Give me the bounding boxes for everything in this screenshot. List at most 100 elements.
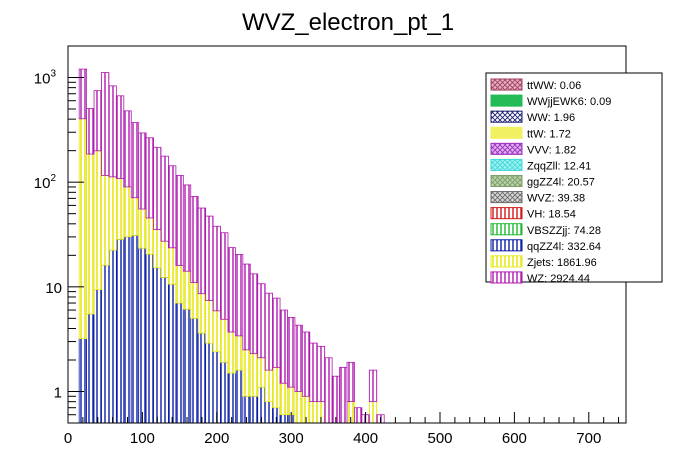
legend-swatch <box>490 271 523 284</box>
bar-qqzz4l-115 <box>153 267 162 424</box>
bar-wz-175 <box>197 207 207 295</box>
bar-wz-145 <box>175 175 184 266</box>
legend: ttWW: 0.06 WWjjEWK6: 0.09 WW: 1.96 ttW: 1.7… <box>485 72 663 285</box>
y-tick-label: 1 <box>54 384 62 401</box>
bar-wz-245 <box>249 273 259 355</box>
legend-label: WVZ: 39.38 <box>527 193 585 205</box>
legend-label: ttW: 1.72 <box>527 128 571 140</box>
bar-zjets-75 <box>123 186 132 238</box>
x-tick-label: 700 <box>576 430 601 447</box>
legend-swatch <box>490 142 523 155</box>
legend-label: WWjjEWK6: 0.09 <box>527 96 611 108</box>
legend-label: ZqqZll: 12.41 <box>527 160 591 172</box>
bar-zjets-45 <box>101 174 110 266</box>
legend-swatch <box>490 207 523 220</box>
y-tick-label: 10 <box>45 280 62 297</box>
legend-entry: ZqqZll: 12.41 <box>490 158 591 172</box>
legend-swatch <box>490 255 523 268</box>
legend-swatch <box>490 174 523 188</box>
bar-zjets-85 <box>130 197 140 236</box>
legend-label: ttWW: 0.06 <box>527 80 581 92</box>
bar-qqzz4l-245 <box>249 395 259 424</box>
bar-wz-315 <box>301 331 311 397</box>
bar-zjets-125 <box>160 240 169 278</box>
legend-swatch <box>490 110 523 123</box>
bar-qqzz4l-125 <box>160 277 169 424</box>
legend-label: WW: 1.96 <box>527 112 575 124</box>
bar-wz-155 <box>182 184 192 272</box>
bar-wz-265 <box>264 292 274 371</box>
bar-wz-105 <box>145 137 154 219</box>
legend-entry: WW: 1.96 <box>490 110 575 124</box>
bar-wz-375 <box>346 361 355 403</box>
bar-zjets-155 <box>182 270 192 310</box>
bar-zjets-275 <box>272 366 281 409</box>
bar-qqzz4l-75 <box>123 236 132 424</box>
x-tick-label: 500 <box>427 430 452 447</box>
legend-swatch <box>490 191 523 204</box>
bar-qqzz4l-215 <box>227 372 236 424</box>
bar-wz-125 <box>160 155 169 242</box>
legend-entry: ttWW: 0.06 <box>490 78 581 92</box>
bar-wz-45 <box>101 72 110 176</box>
bar-qqzz4l-15 <box>78 338 88 424</box>
bar-zjets-25 <box>86 153 95 315</box>
x-tick-label: 200 <box>204 430 229 447</box>
bar-wz-275 <box>272 297 281 368</box>
bar-zjets-305 <box>294 391 303 424</box>
bar-wz-405 <box>368 369 378 403</box>
bar-wz-55 <box>108 85 117 178</box>
bar-wz-305 <box>294 324 303 392</box>
legend-swatch <box>490 78 523 91</box>
bar-wz-235 <box>242 263 251 351</box>
bar-zjets-145 <box>175 265 184 304</box>
legend-swatch <box>490 239 523 252</box>
bar-zjets-405 <box>368 401 378 424</box>
bar-qqzz4l-85 <box>130 235 140 424</box>
bar-wz-365 <box>339 366 348 424</box>
bar-zjets-325 <box>309 401 318 424</box>
legend-entry: VBSZZjj: 74.28 <box>490 223 601 237</box>
bar-qqzz4l-265 <box>264 401 274 424</box>
bar-qqzz4l-65 <box>115 238 125 424</box>
legend-label: VBSZZjj: 74.28 <box>527 225 601 237</box>
legend-label: Zjets: 1861.96 <box>527 257 597 269</box>
x-tick-label: 300 <box>279 430 304 447</box>
legend-swatch <box>490 158 523 171</box>
bar-wz-295 <box>287 317 296 388</box>
legend-label: ggZZ4l: 20.57 <box>527 177 595 189</box>
x-tick-label: 600 <box>502 430 527 447</box>
bar-zjets-225 <box>234 335 244 371</box>
bar-wz-355 <box>331 375 340 424</box>
bar-wz-35 <box>93 90 102 152</box>
bar-wz-255 <box>257 283 266 359</box>
bar-zjets-165 <box>190 282 199 319</box>
x-tick-label: 100 <box>130 430 155 447</box>
bar-wz-65 <box>115 95 125 179</box>
bar-qqzz4l-285 <box>279 414 288 424</box>
legend-label: WZ: 2924.44 <box>527 273 590 285</box>
legend-entry: WVZ: 39.38 <box>490 191 585 205</box>
bar-qqzz4l-205 <box>220 361 229 424</box>
bar-wz-335 <box>316 345 326 403</box>
legend-swatch <box>490 94 523 107</box>
bar-zjets-95 <box>138 208 147 249</box>
legend-entry: WWjjEWK6: 0.09 <box>490 94 611 108</box>
bar-qqzz4l-35 <box>93 289 102 424</box>
bar-qqzz4l-155 <box>182 308 192 424</box>
bar-wz-95 <box>138 132 147 210</box>
bar-zjets-15 <box>78 118 88 340</box>
bar-zjets-55 <box>108 176 117 251</box>
bar-qqzz4l-175 <box>197 332 207 424</box>
bar-wz-115 <box>153 146 162 231</box>
bar-zjets-35 <box>93 150 102 291</box>
bar-zjets-115 <box>153 229 162 269</box>
bar-wz-85 <box>130 122 140 199</box>
bar-zjets-205 <box>220 318 229 363</box>
bar-zjets-105 <box>145 217 154 255</box>
bar-wz-25 <box>86 108 95 155</box>
bar-qqzz4l-25 <box>86 313 95 424</box>
x-tick-label: 400 <box>353 430 378 447</box>
legend-label: qqZZ4l: 332.64 <box>527 241 601 253</box>
series-wz <box>78 68 385 424</box>
